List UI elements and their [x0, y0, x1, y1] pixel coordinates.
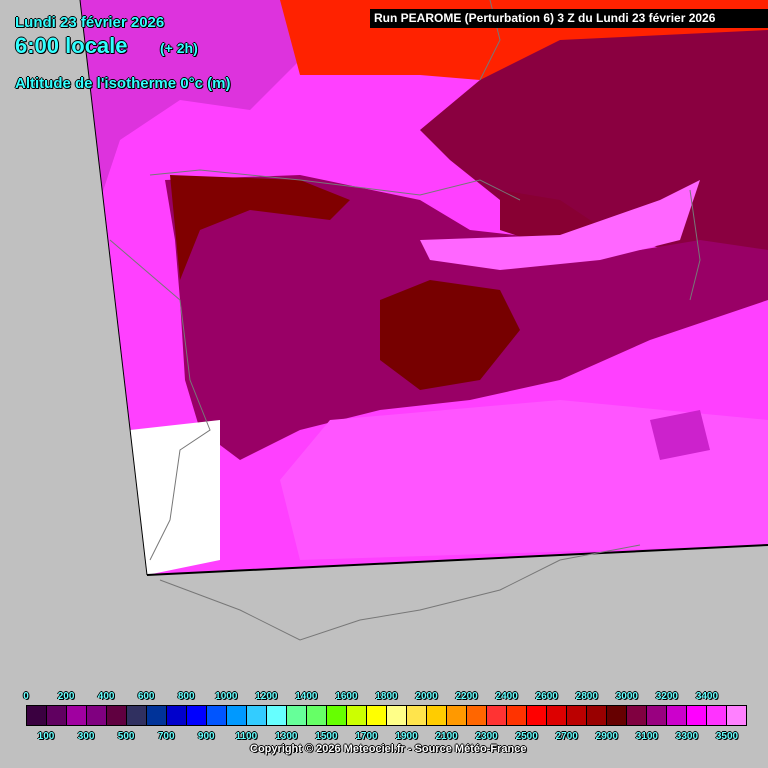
legend-swatch — [367, 706, 387, 725]
legend-label-top: 2800 — [575, 691, 598, 702]
legend-label-bottom: 2900 — [595, 731, 618, 742]
legend-swatch — [307, 706, 327, 725]
legend-swatch — [247, 706, 267, 725]
legend-label-top: 2400 — [495, 691, 518, 702]
legend-swatch — [587, 706, 607, 725]
legend-swatch — [267, 706, 287, 725]
legend-swatch — [727, 706, 746, 725]
legend-label-top: 600 — [137, 691, 155, 702]
legend-label-bottom: 3100 — [635, 731, 658, 742]
legend-label-bottom: 1300 — [275, 731, 298, 742]
legend-swatch — [567, 706, 587, 725]
legend-swatch — [147, 706, 167, 725]
legend-label-bottom: 1500 — [315, 731, 338, 742]
forecast-time: 6:00 locale — [15, 33, 128, 58]
legend-swatch — [507, 706, 527, 725]
legend-swatch — [347, 706, 367, 725]
borders — [109, 0, 701, 641]
legend-label-top: 200 — [57, 691, 75, 702]
legend-label-bottom: 900 — [197, 731, 215, 742]
legend-label-top: 0 — [23, 691, 29, 702]
legend-swatch — [387, 706, 407, 725]
legend-swatch — [287, 706, 307, 725]
legend-label-top: 2000 — [415, 691, 438, 702]
legend-swatch — [407, 706, 427, 725]
parameter-title: Altitude de l'isotherme 0°c (m) — [15, 75, 231, 92]
legend-swatch — [707, 706, 727, 725]
legend-swatch — [47, 706, 67, 725]
legend-label-bottom: 2500 — [515, 731, 538, 742]
legend-swatch — [107, 706, 127, 725]
run-info: Run PEAROME (Perturbation 6) 3 Z du Lund… — [370, 9, 768, 28]
legend-swatch — [227, 706, 247, 725]
legend-label-top: 400 — [97, 691, 115, 702]
legend-swatch — [467, 706, 487, 725]
legend-label-bottom: 500 — [117, 731, 135, 742]
legend-swatch — [667, 706, 687, 725]
legend-swatch — [547, 706, 567, 725]
legend-swatch — [427, 706, 447, 725]
forecast-date: Lundi 23 février 2026 — [15, 14, 165, 31]
legend-label-bottom: 1700 — [355, 731, 378, 742]
legend-label-bottom: 3500 — [715, 731, 739, 742]
legend-swatch — [27, 706, 47, 725]
forecast-offset: (+ 2h) — [160, 40, 198, 56]
legend-swatch — [87, 706, 107, 725]
legend-swatch — [447, 706, 467, 725]
legend-swatch — [627, 706, 647, 725]
legend-swatch — [687, 706, 707, 725]
legend-label-top: 1000 — [215, 691, 238, 702]
legend-label-bottom: 2700 — [555, 731, 578, 742]
legend-swatch — [207, 706, 227, 725]
legend-swatch — [67, 706, 87, 725]
legend-swatch — [607, 706, 627, 725]
legend-label-top: 2600 — [535, 691, 558, 702]
legend-label-top: 1800 — [375, 691, 398, 702]
legend-label-bottom: 3300 — [675, 731, 699, 742]
legend-swatch — [487, 706, 507, 725]
legend-label-top: 2200 — [455, 691, 478, 702]
legend-label-bottom: 2300 — [475, 731, 498, 742]
legend-label-top: 3000 — [615, 691, 638, 702]
legend-label-bottom: 100 — [37, 731, 55, 742]
legend-label-top: 800 — [177, 691, 195, 702]
color-legend-bar — [26, 705, 747, 726]
legend-swatch — [527, 706, 547, 725]
legend-label-bottom: 700 — [157, 731, 175, 742]
legend-label-top: 1400 — [295, 691, 318, 702]
legend-swatch — [127, 706, 147, 725]
legend-label-bottom: 300 — [77, 731, 95, 742]
legend-label-top: 3200 — [655, 691, 678, 702]
legend-label-top: 3400 — [695, 691, 719, 702]
legend-label-bottom: 1900 — [395, 731, 418, 742]
copyright: Copyright © 2026 Meteociel.fr - Source M… — [250, 743, 527, 755]
legend-label-bottom: 2100 — [435, 731, 458, 742]
legend-swatch — [647, 706, 667, 725]
legend-swatch — [167, 706, 187, 725]
legend-label-top: 1600 — [335, 691, 358, 702]
legend-label-top: 1200 — [255, 691, 278, 702]
legend-swatch — [187, 706, 207, 725]
legend-label-bottom: 1100 — [235, 731, 258, 742]
legend-swatch — [327, 706, 347, 725]
